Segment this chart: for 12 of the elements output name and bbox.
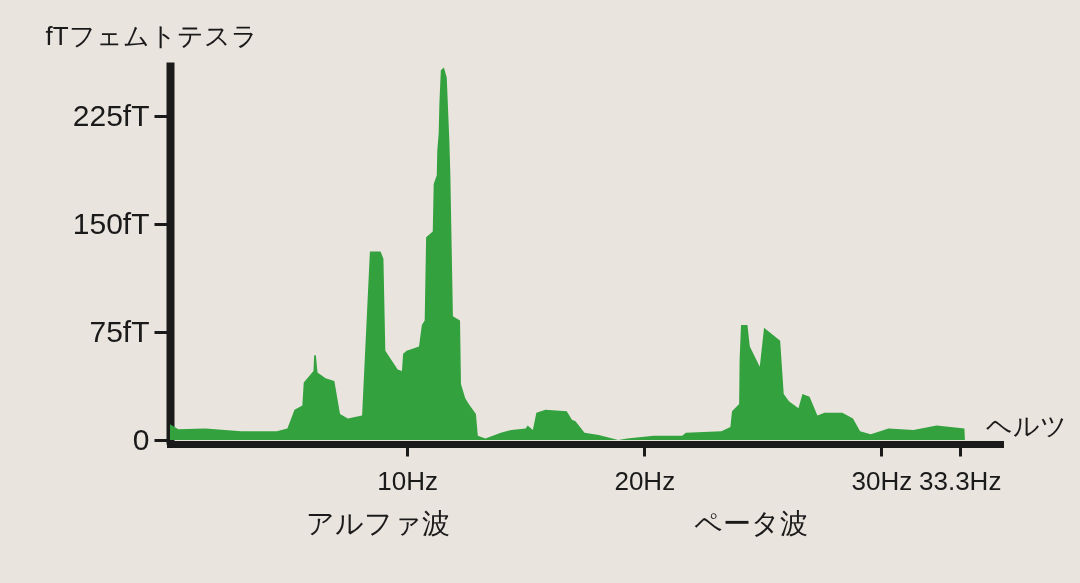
y-axis-title: fTフェムトテスラ: [45, 20, 258, 51]
y-tick-label: 150fT: [72, 206, 150, 240]
y-tick-label: 0: [132, 422, 150, 456]
x-axis-title: ヘルツ: [985, 410, 1067, 441]
x-tick-label: 30Hz: [851, 465, 913, 496]
text: ペータ波: [694, 508, 808, 539]
y-tick-label: 225fT: [72, 98, 150, 132]
x-tick-label: 20Hz: [614, 465, 676, 496]
x-tick-label: 33.3Hz: [918, 465, 1002, 496]
x-tick-label: 10Hz: [377, 465, 438, 496]
y-tick-label: 75fT: [89, 314, 150, 348]
text: アルファ波: [305, 508, 450, 539]
